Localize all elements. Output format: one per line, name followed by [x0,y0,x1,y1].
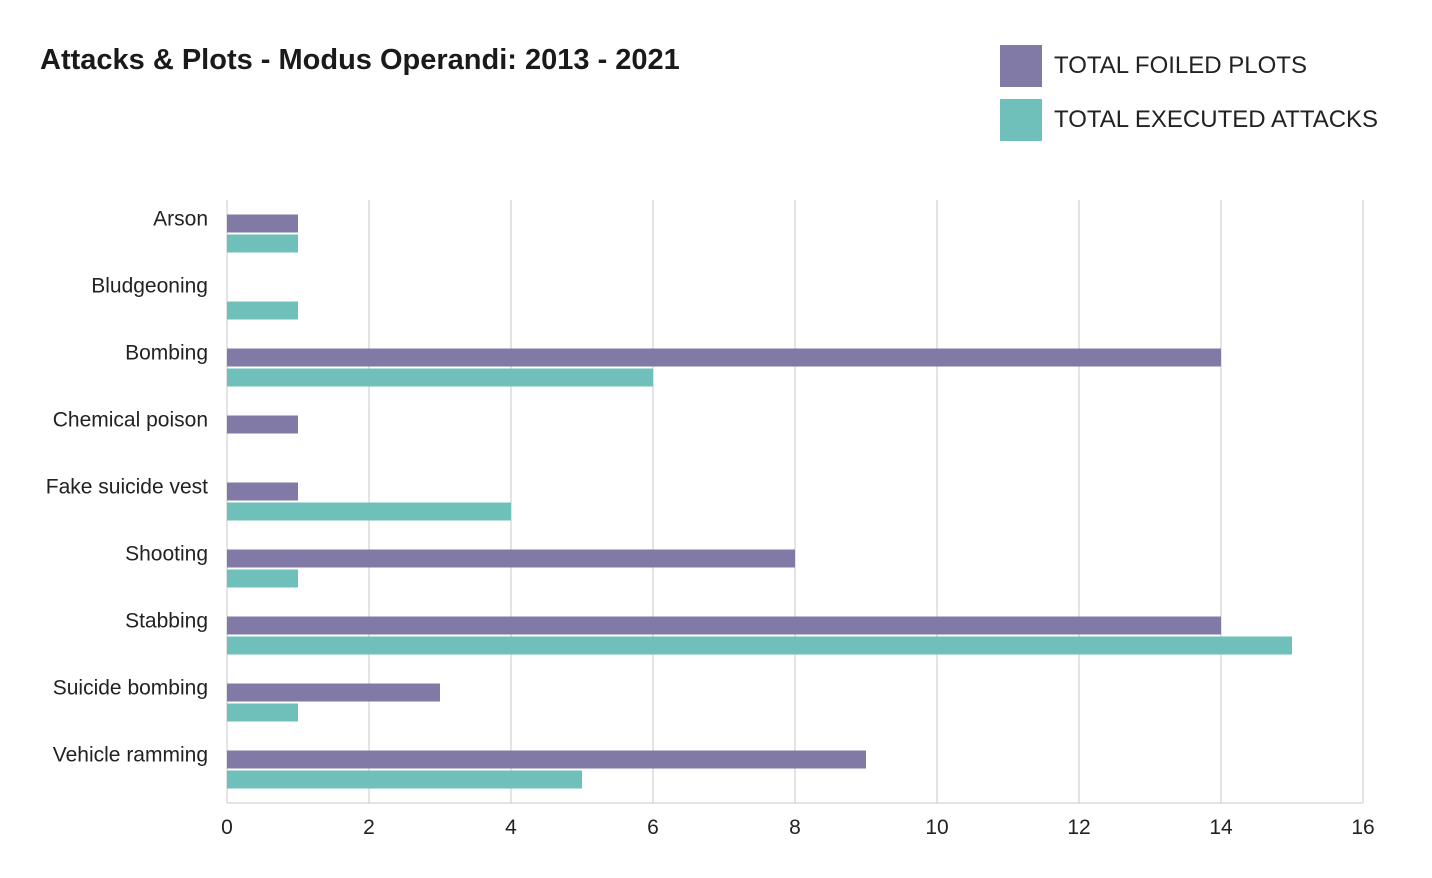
category-label: Suicide bombing [53,677,208,700]
bar-executed-attacks-arson [227,234,298,253]
legend-swatch-executed-attacks [1000,99,1042,141]
legend-label-executed-attacks: TOTAL EXECUTED ATTACKS [1054,106,1379,133]
x-tick-label: 14 [1209,816,1233,839]
legend-item-foiled-plots: TOTAL FOILED PLOTS [1000,45,1307,87]
x-tick-label: 6 [647,816,659,839]
category-label: Shooting [125,543,208,566]
bar-foiled-plots-fake-suicide-vest [227,482,298,501]
category-label: Stabbing [125,610,208,633]
bar-executed-attacks-bombing [227,368,653,387]
x-tick-labels: 0 2 4 6 8 10 12 14 16 [221,816,1375,839]
bar-foiled-plots-vehicle-ramming [227,750,866,769]
category-label: Fake suicide vest [46,476,208,499]
bar-foiled-plots-stabbing [227,616,1221,635]
category-label: Chemical poison [53,409,208,432]
bar-foiled-plots-bombing [227,348,1221,367]
bar-foiled-plots-suicide-bombing [227,683,440,702]
x-tick-label: 10 [925,816,948,839]
bar-executed-attacks-bludgeoning [227,301,298,320]
bar-foiled-plots-arson [227,214,298,233]
bars [227,214,1292,789]
x-tick-label: 4 [505,816,517,839]
category-label: Arson [153,208,208,231]
legend-label-foiled-plots: TOTAL FOILED PLOTS [1054,52,1307,79]
legend-item-executed-attacks: TOTAL EXECUTED ATTACKS [1000,99,1378,141]
bar-executed-attacks-vehicle-ramming [227,770,582,789]
bar-foiled-plots-shooting [227,549,795,568]
category-label: Bludgeoning [91,275,208,298]
chart-title: Attacks & Plots - Modus Operandi: 2013 -… [40,44,680,76]
category-label: Vehicle ramming [53,744,208,767]
gridlines [226,200,1364,804]
x-tick-label: 12 [1067,816,1090,839]
x-tick-label: 16 [1351,816,1374,839]
x-tick-label: 0 [221,816,233,839]
category-labels: Arson Bludgeoning Bombing Chemical poison Fa… [46,208,208,767]
bar-executed-attacks-suicide-bombing [227,703,298,722]
bar-foiled-plots-chemical-poison [227,415,298,434]
x-tick-label: 2 [363,816,375,839]
bar-executed-attacks-fake-suicide-vest [227,502,511,521]
x-tick-label: 8 [789,816,801,839]
bar-executed-attacks-shooting [227,569,298,588]
category-label: Bombing [125,342,208,365]
legend-swatch-foiled-plots [1000,45,1042,87]
bar-executed-attacks-stabbing [227,636,1292,655]
